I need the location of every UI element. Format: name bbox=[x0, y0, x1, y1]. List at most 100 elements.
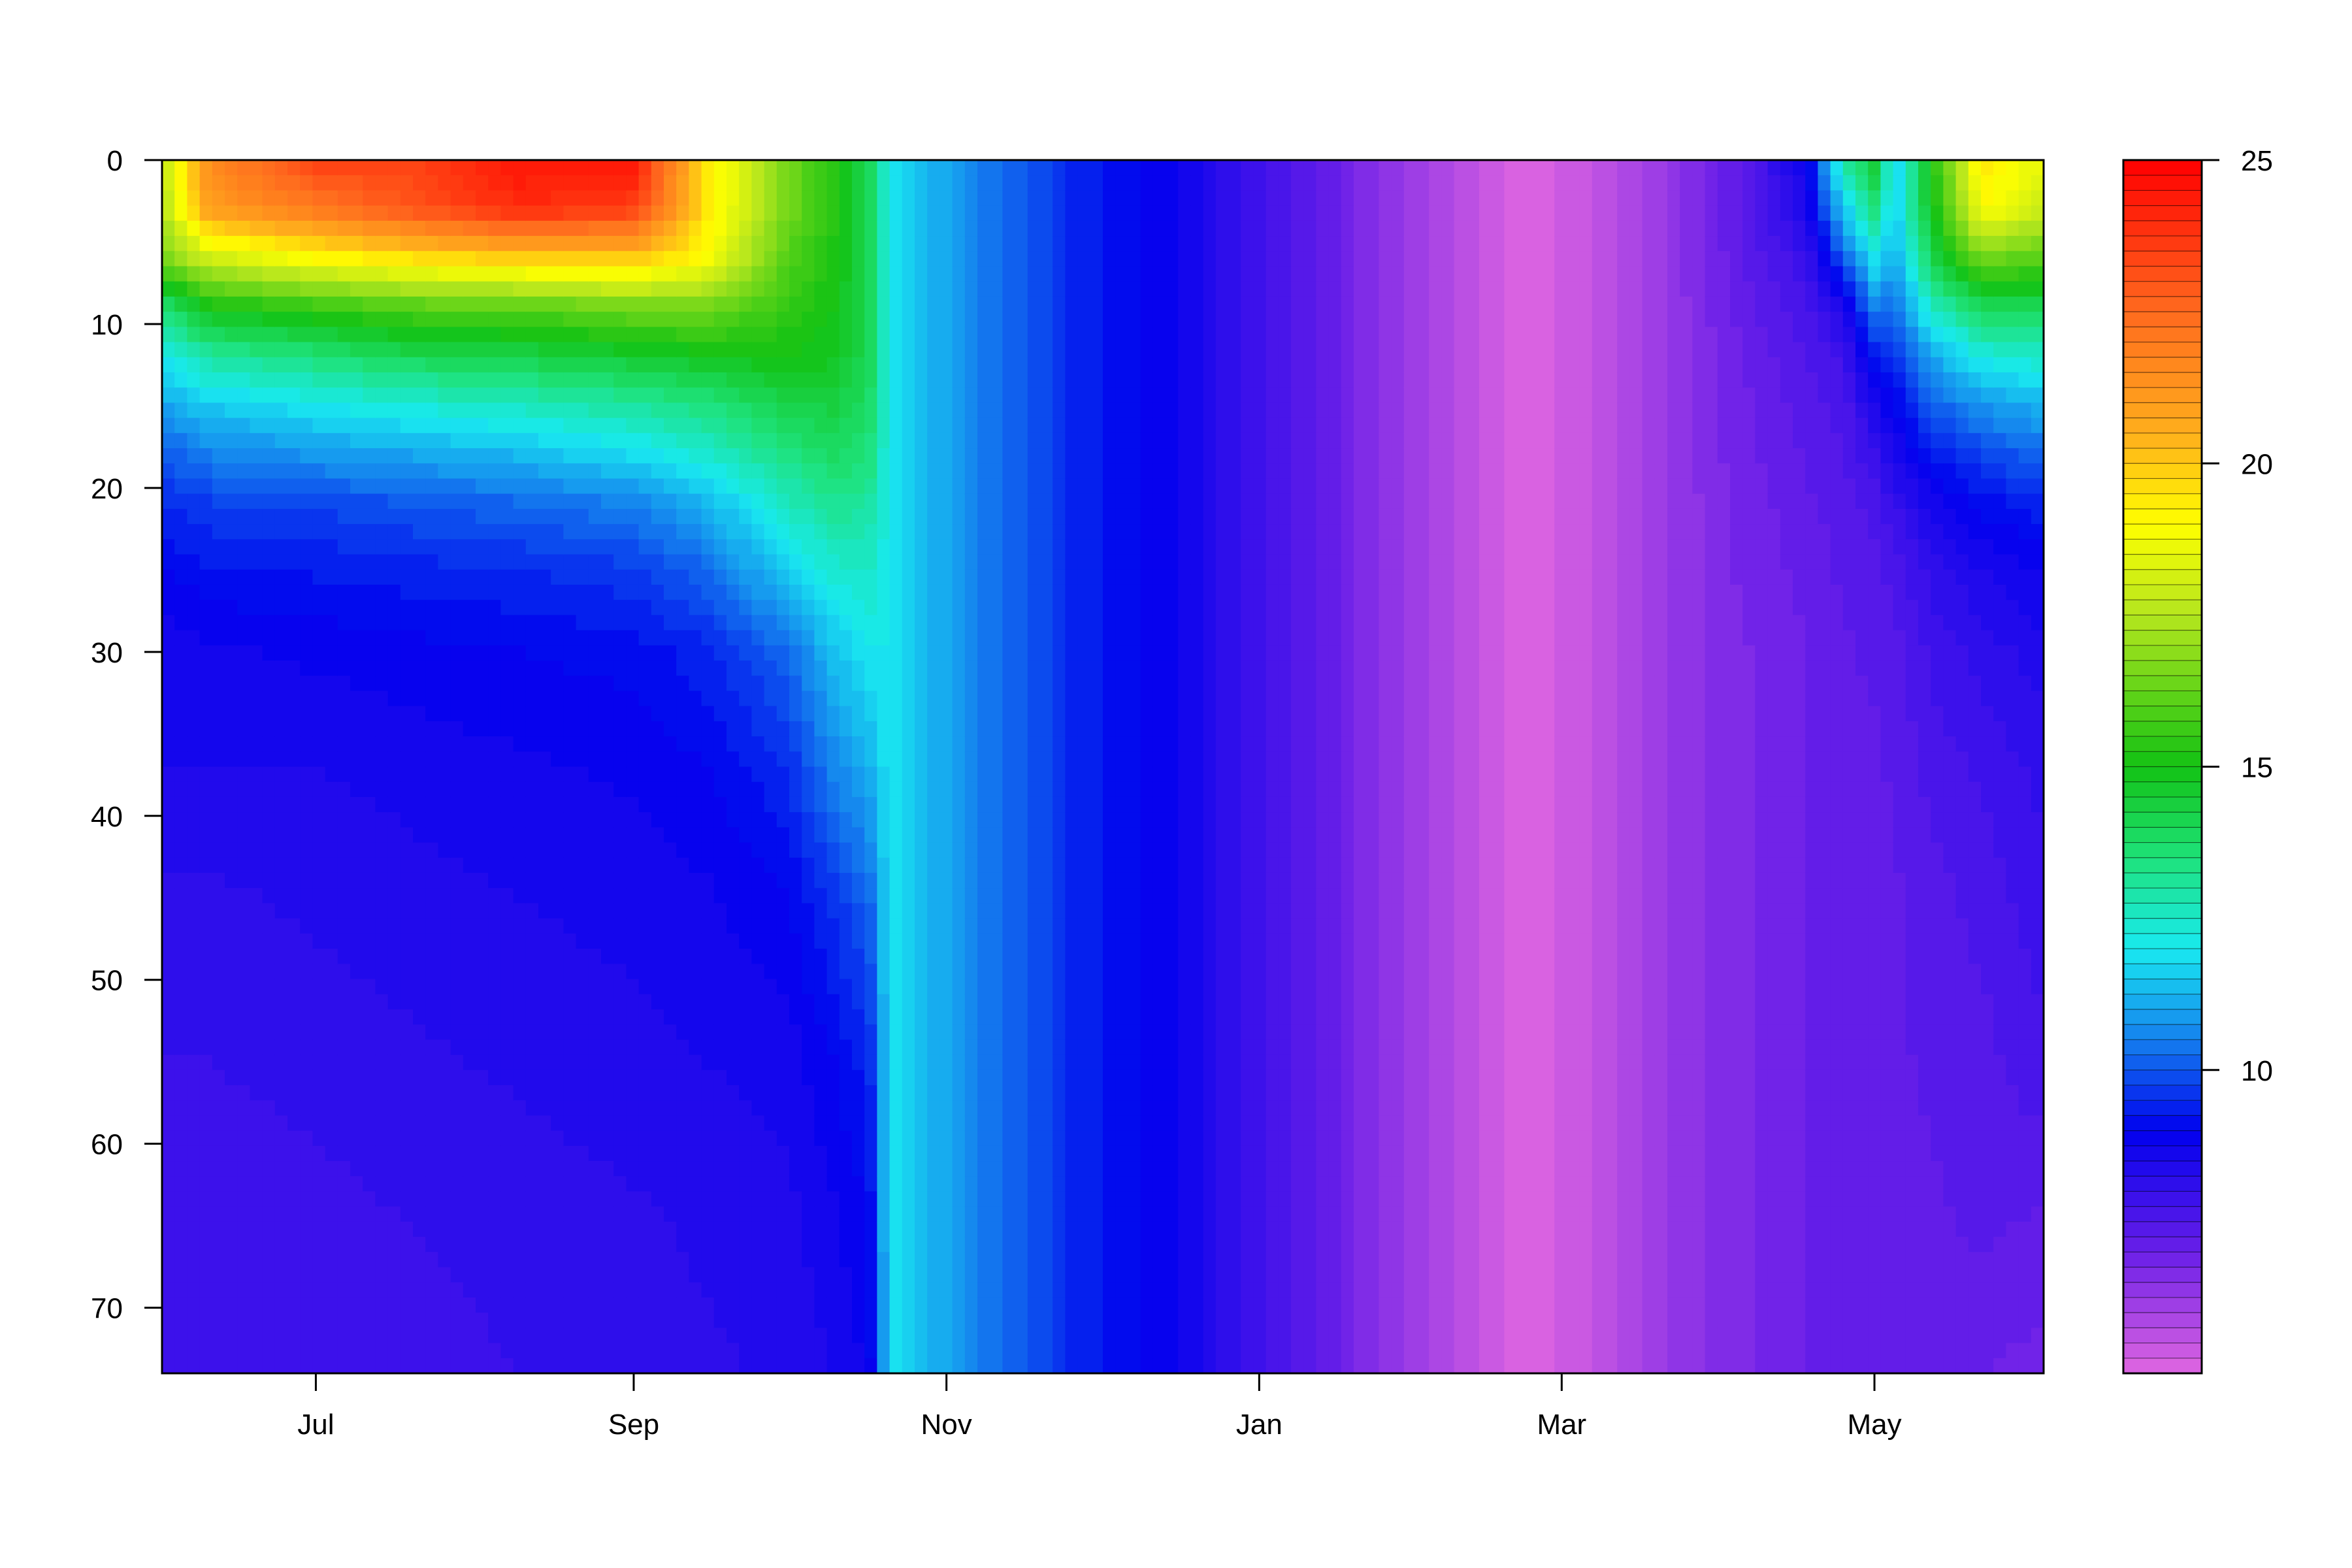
heatmap-cell bbox=[500, 1343, 514, 1359]
heatmap-cell bbox=[751, 1206, 765, 1222]
heatmap-cell bbox=[488, 918, 502, 934]
heatmap-cell bbox=[588, 1070, 602, 1086]
heatmap-cell bbox=[551, 236, 564, 252]
heatmap-cell bbox=[814, 478, 828, 495]
heatmap-cell bbox=[250, 190, 263, 206]
heatmap-cell bbox=[387, 766, 401, 783]
heatmap-cell bbox=[325, 539, 338, 555]
heatmap-cell bbox=[350, 463, 363, 480]
heatmap-cell bbox=[237, 281, 251, 297]
heatmap-cell bbox=[250, 402, 263, 419]
heatmap-cell bbox=[751, 251, 765, 267]
heatmap-cell bbox=[664, 478, 677, 495]
heatmap-cell bbox=[312, 1313, 326, 1329]
heatmap-cell bbox=[764, 964, 777, 980]
heatmap-cell bbox=[789, 524, 802, 540]
heatmap-cell bbox=[902, 827, 915, 843]
heatmap-cell bbox=[576, 918, 589, 934]
heatmap-cell bbox=[225, 857, 238, 874]
heatmap-cell bbox=[513, 357, 527, 373]
heatmap-cell bbox=[400, 387, 414, 404]
heatmap-cell bbox=[425, 979, 439, 995]
heatmap-cell bbox=[337, 691, 351, 707]
heatmap-cell bbox=[588, 508, 602, 525]
heatmap-cell bbox=[312, 1009, 326, 1025]
heatmap-cell bbox=[187, 569, 201, 585]
heatmap-cell bbox=[739, 1343, 753, 1359]
heatmap-cell bbox=[852, 857, 865, 874]
heatmap-cell bbox=[927, 1237, 941, 1253]
heatmap-cell bbox=[538, 175, 551, 191]
heatmap-cell bbox=[864, 812, 878, 828]
heatmap-cell bbox=[162, 842, 175, 858]
heatmap-cell bbox=[225, 1358, 238, 1373]
heatmap-cell bbox=[864, 357, 878, 373]
heatmap-cell bbox=[413, 402, 426, 419]
heatmap-cell bbox=[638, 296, 652, 312]
heatmap-cell bbox=[287, 994, 301, 1010]
heatmap-cell bbox=[325, 1039, 338, 1056]
heatmap-cell bbox=[915, 721, 928, 737]
heatmap-cell bbox=[826, 463, 840, 480]
heatmap-cell bbox=[337, 539, 351, 555]
heatmap-cell bbox=[237, 691, 251, 707]
heatmap-cell bbox=[174, 751, 188, 768]
heatmap-cell bbox=[212, 1085, 225, 1101]
heatmap-cell bbox=[438, 1297, 451, 1313]
heatmap-cell bbox=[902, 524, 915, 540]
heatmap-cell bbox=[274, 357, 288, 373]
heatmap-cell bbox=[789, 1070, 802, 1086]
heatmap-cell bbox=[576, 312, 589, 328]
heatmap-cell bbox=[601, 1221, 614, 1237]
heatmap-cell bbox=[651, 236, 664, 252]
heatmap-cell bbox=[852, 1297, 865, 1313]
heatmap-cell bbox=[551, 736, 564, 753]
heatmap-cell bbox=[764, 1024, 777, 1041]
heatmap-cell bbox=[927, 1313, 941, 1329]
heatmap-cell bbox=[789, 600, 802, 616]
heatmap-cell bbox=[174, 1100, 188, 1117]
heatmap-cell bbox=[325, 281, 338, 297]
heatmap-cell bbox=[751, 933, 765, 949]
heatmap-cell bbox=[927, 630, 941, 646]
heatmap-cell bbox=[463, 160, 476, 176]
heatmap-cell bbox=[839, 463, 853, 480]
heatmap-cell bbox=[877, 251, 890, 267]
heatmap-cell bbox=[601, 1267, 614, 1283]
heatmap-cell bbox=[400, 736, 414, 753]
heatmap-cell bbox=[212, 327, 225, 343]
heatmap-cell bbox=[312, 387, 326, 404]
heatmap-cell bbox=[751, 508, 765, 525]
heatmap-cell bbox=[262, 766, 276, 783]
heatmap-cell bbox=[915, 220, 928, 237]
heatmap-cell bbox=[864, 796, 878, 813]
heatmap-cell bbox=[739, 812, 753, 828]
heatmap-cell bbox=[563, 1252, 577, 1268]
heatmap-cell bbox=[651, 857, 664, 874]
heatmap-cell bbox=[826, 812, 840, 828]
heatmap-cell bbox=[525, 888, 539, 904]
heatmap-cell bbox=[325, 933, 338, 949]
heatmap-cell bbox=[802, 645, 815, 661]
heatmap-cell bbox=[664, 1267, 677, 1283]
heatmap-cell bbox=[312, 448, 326, 465]
heatmap-cell bbox=[350, 1100, 363, 1117]
heatmap-cell bbox=[212, 979, 225, 995]
heatmap-cell bbox=[413, 508, 426, 525]
heatmap-cell bbox=[250, 433, 263, 449]
heatmap-cell bbox=[877, 1100, 890, 1117]
heatmap-cell bbox=[325, 979, 338, 995]
heatmap-cell bbox=[588, 175, 602, 191]
heatmap-cell bbox=[739, 296, 753, 312]
heatmap-cell bbox=[915, 796, 928, 813]
heatmap-cell bbox=[350, 584, 363, 600]
heatmap-cell bbox=[864, 478, 878, 495]
heatmap-cell bbox=[776, 615, 790, 631]
heatmap-cell bbox=[425, 190, 439, 206]
heatmap-cell bbox=[287, 1130, 301, 1147]
heatmap-cell bbox=[689, 1237, 702, 1253]
heatmap-cell bbox=[387, 1009, 401, 1025]
heatmap-cell bbox=[638, 827, 652, 843]
heatmap-cell bbox=[676, 872, 690, 889]
heatmap-cell bbox=[651, 417, 664, 434]
